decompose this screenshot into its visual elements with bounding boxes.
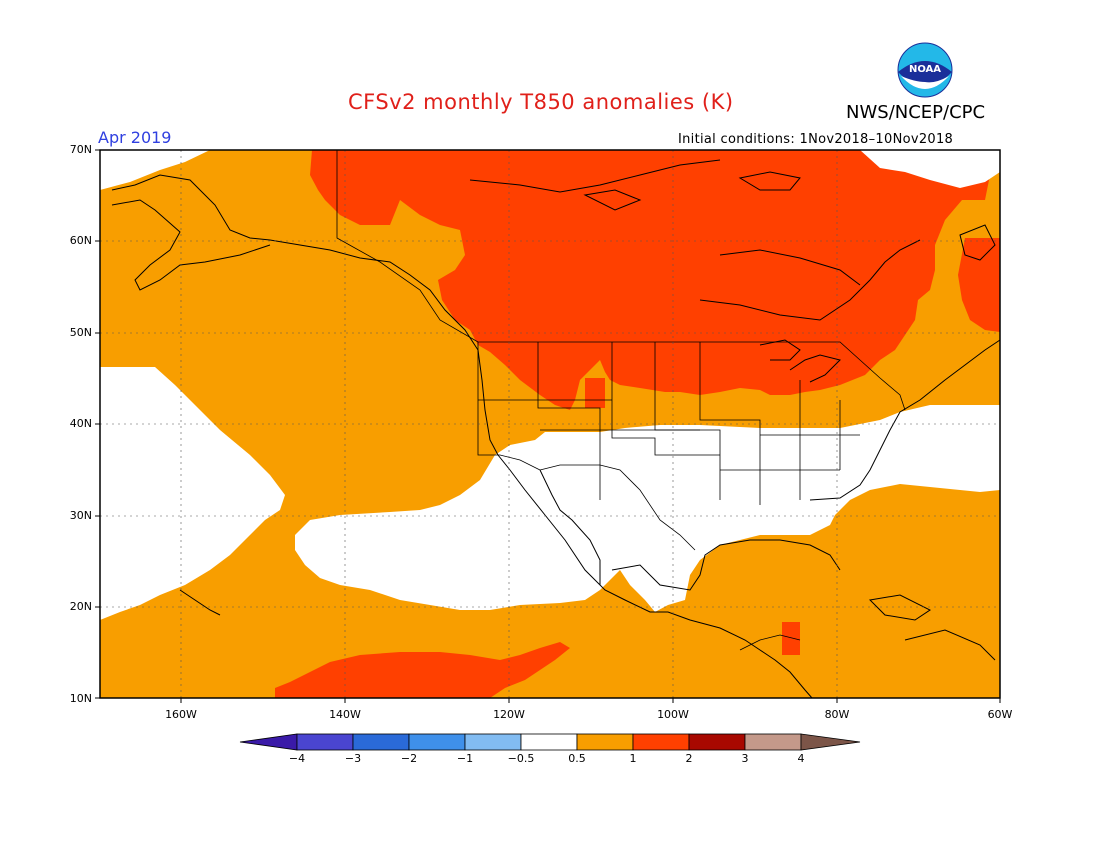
svg-text:NOAA: NOAA bbox=[909, 64, 941, 75]
colorbar-label-minus4: −4 bbox=[288, 752, 306, 765]
colorbar-cell-2 bbox=[352, 733, 410, 751]
political-borders bbox=[336, 150, 906, 651]
lat-label-30n: 30N bbox=[69, 509, 92, 522]
neutral-region-alaska-nw bbox=[100, 150, 210, 190]
lon-label-140w: 140W bbox=[329, 708, 361, 721]
lat-label-50n: 50N bbox=[69, 326, 92, 339]
initial-conditions: Initial conditions: 1Nov2018–10Nov2018 bbox=[678, 132, 954, 147]
colorbar-cell-4 bbox=[464, 733, 522, 751]
colorbar-label-minus1: −1 bbox=[456, 752, 474, 765]
warm-region-east-canada bbox=[958, 238, 1000, 332]
lon-label-80w: 80W bbox=[824, 708, 850, 721]
warm-region-central-america bbox=[782, 622, 800, 655]
colorbar-cell-1 bbox=[296, 733, 354, 751]
colorbar bbox=[239, 733, 861, 751]
axis-ticks bbox=[95, 149, 1001, 703]
graticule bbox=[100, 150, 1000, 698]
colorbar-cell-9 bbox=[744, 733, 802, 751]
warm-region-pacific-south bbox=[275, 642, 570, 698]
warm-region-canada bbox=[310, 150, 1000, 410]
lat-label-60n: 60N bbox=[69, 234, 92, 247]
colorbar-label-minus3: −3 bbox=[344, 752, 362, 765]
colorbar-label-0-5: 0.5 bbox=[568, 752, 586, 765]
neutral-region-arctic bbox=[860, 150, 1000, 188]
colorbar-label-minus2: −2 bbox=[400, 752, 418, 765]
lon-label-100w: 100W bbox=[657, 708, 689, 721]
lat-label-40n: 40N bbox=[69, 417, 92, 430]
lat-label-10n: 10N bbox=[69, 692, 92, 705]
warm-region-wyoming bbox=[585, 378, 605, 408]
neutral-region-mexico bbox=[295, 405, 1000, 612]
colorbar-label-4: 4 bbox=[797, 752, 805, 765]
colorbar-cell-7 bbox=[632, 733, 690, 751]
colorbar-cell-6 bbox=[576, 733, 634, 751]
organization-label: NWS/NCEP/CPC bbox=[846, 102, 986, 123]
lon-label-160w: 160W bbox=[165, 708, 197, 721]
lon-label-60w: 60W bbox=[987, 708, 1013, 721]
lat-label-70n: 70N bbox=[69, 143, 92, 156]
colorbar-cell-8 bbox=[688, 733, 746, 751]
colorbar-label-minus0-5: −0.5 bbox=[507, 752, 535, 765]
colorbar-cell-3 bbox=[408, 733, 466, 751]
colorbar-label-3: 3 bbox=[741, 752, 749, 765]
colorbar-arrow-right bbox=[800, 733, 861, 751]
map-title: CFSv2 monthly T850 anomalies (K) bbox=[348, 90, 734, 114]
lon-label-120w: 120W bbox=[493, 708, 525, 721]
coastlines bbox=[111, 159, 1001, 699]
colorbar-cell-5 bbox=[520, 733, 578, 751]
colorbar-arrow-left bbox=[239, 733, 298, 751]
colorbar-label-2: 2 bbox=[685, 752, 693, 765]
forecast-month: Apr 2019 bbox=[98, 128, 172, 147]
lat-label-20n: 20N bbox=[69, 600, 92, 613]
noaa-logo: NOAA bbox=[895, 42, 959, 98]
neutral-region-pacific bbox=[100, 367, 285, 620]
colorbar-label-1: 1 bbox=[629, 752, 637, 765]
